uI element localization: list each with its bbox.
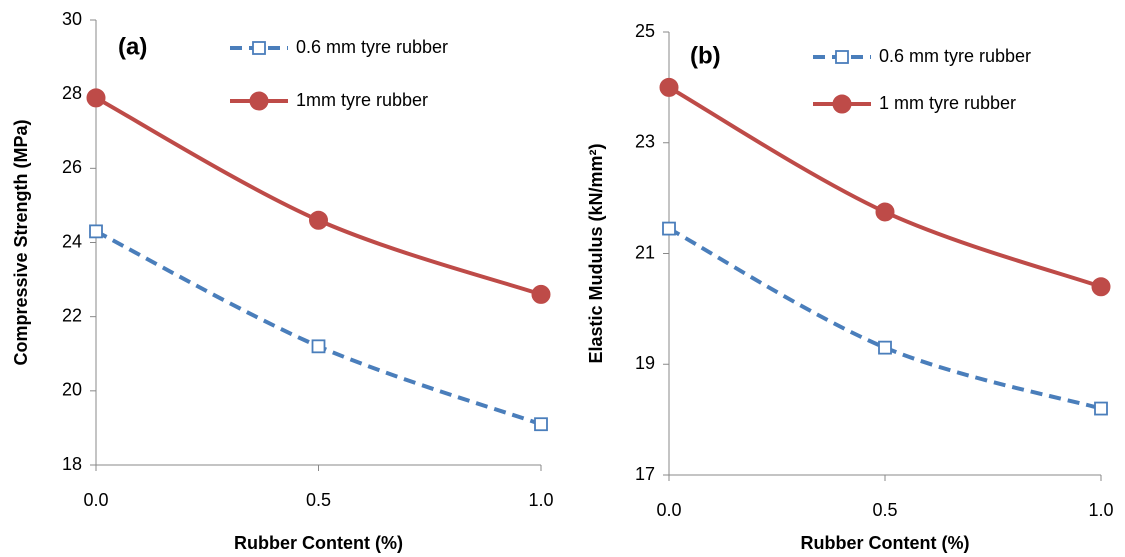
series-line [95,229,542,427]
y-tick-label: 23 [635,132,655,152]
data-point [878,340,892,355]
data-point [531,284,551,304]
x-axis-label: Rubber Content (%) [234,533,403,553]
series-line [95,96,542,297]
x-tick-label: 0.0 [83,490,108,510]
y-tick-label: 20 [62,380,82,400]
x-tick-label: 1.0 [528,490,553,510]
series-line [668,85,1102,289]
x-tick-label: 0.0 [656,500,681,520]
legend-label: 0.6 mm tyre rubber [296,37,448,57]
y-tick-label: 26 [62,157,82,177]
y-tick-label: 24 [62,231,82,251]
legend-label: 1mm tyre rubber [296,90,428,110]
data-point [309,210,328,230]
y-tick-label: 19 [635,353,655,373]
legend-marker [249,91,269,111]
y-tick-label: 17 [635,464,655,484]
data-point [662,221,676,236]
annotation: (b) [690,42,721,69]
data-point [89,224,103,239]
x-tick-label: 1.0 [1088,500,1113,520]
y-tick-label: 25 [635,21,655,41]
legend-marker [832,94,852,114]
annotation: (a) [118,33,147,60]
data-point [86,88,106,108]
data-point [311,339,326,354]
x-axis-label: Rubber Content (%) [801,533,970,553]
y-tick-label: 30 [62,9,82,29]
data-point [875,202,895,222]
y-tick-label: 18 [62,454,82,474]
data-point [534,417,548,432]
y-tick-label: 22 [62,305,82,325]
data-point [1091,277,1111,297]
legend-marker [835,50,849,64]
x-tick-label: 0.5 [306,490,331,510]
data-point [659,77,679,97]
legend-label: 0.6 mm tyre rubber [879,46,1031,66]
series-line [668,226,1102,411]
y-tick-label: 21 [635,242,655,262]
data-point [1094,401,1108,416]
y-axis-label: Elastic Mudulus (kN/mm²) [586,143,606,363]
legend-label: 1 mm tyre rubber [879,93,1016,113]
x-tick-label: 0.5 [872,500,897,520]
y-axis-label: Compressive Strength (MPa) [11,119,31,365]
y-tick-label: 28 [62,83,82,103]
legend-marker [252,41,266,55]
